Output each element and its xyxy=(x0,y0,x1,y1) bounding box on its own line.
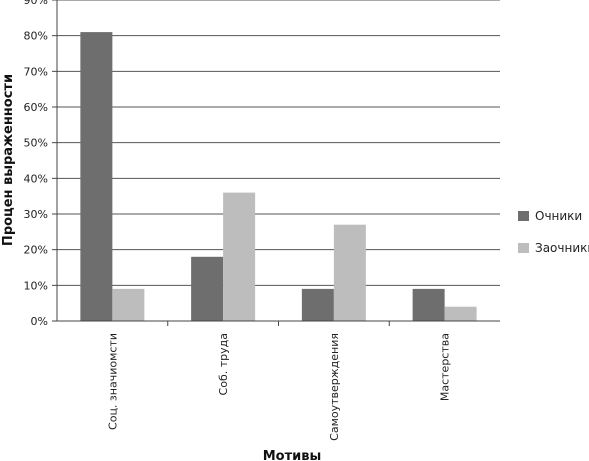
bar-zaochniki-2 xyxy=(223,192,256,321)
y-tick-label: 20% xyxy=(24,244,48,257)
y-tick-label: 70% xyxy=(24,65,48,78)
bar-ochniki-4 xyxy=(412,288,445,321)
legend-swatch xyxy=(518,211,529,221)
legend-swatch xyxy=(518,243,529,253)
bar-zaochniki-3 xyxy=(333,224,366,321)
y-tick-label: 0% xyxy=(31,315,48,328)
bar-ochniki-1 xyxy=(80,32,113,321)
category-label: Самоутверждения xyxy=(328,333,341,441)
legend-label: Заочники xyxy=(535,241,589,255)
y-tick-label: 30% xyxy=(24,208,48,221)
y-tick-label: 90% xyxy=(24,0,48,7)
bar-ochniki-3 xyxy=(301,288,334,321)
bar-zaochniki-4 xyxy=(444,306,477,321)
y-tick-label: 50% xyxy=(24,137,48,150)
legend-label: Очники xyxy=(535,209,582,223)
y-tick-label: 80% xyxy=(24,30,48,43)
bar-zaochniki-1 xyxy=(112,288,145,321)
gridlines xyxy=(52,0,500,326)
y-tick-label: 40% xyxy=(24,172,48,185)
y-axis-title: Процен выраженности xyxy=(1,74,16,246)
y-tick-label: 60% xyxy=(24,101,48,114)
y-tick-label: 10% xyxy=(24,279,48,292)
category-label: Соб. труда xyxy=(217,333,230,395)
x-axis-title: Мотивы xyxy=(263,449,322,461)
y-tick-labels: 0% 10% 20% 30% 40% 50% 60% 70% 80% 90% xyxy=(24,0,48,328)
bar-ochniki-2 xyxy=(191,256,224,321)
legend: Очники Заочники xyxy=(518,209,589,255)
category-label: Соц. значиомсти xyxy=(106,333,119,430)
category-label: Мастерства xyxy=(439,333,452,401)
bars xyxy=(80,32,477,321)
category-labels: Соц. значиомсти Соб. труда Самоутверждения… xyxy=(106,333,451,441)
